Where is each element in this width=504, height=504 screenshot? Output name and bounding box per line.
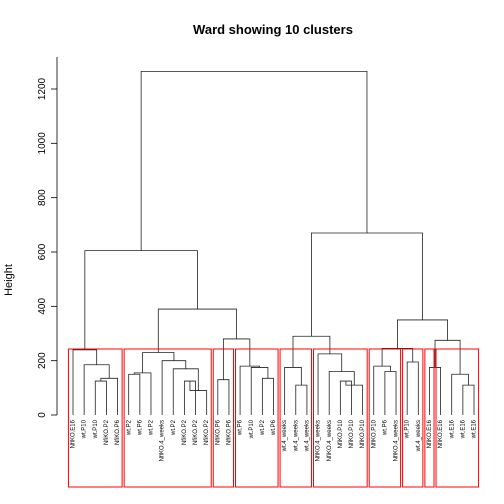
dendrogram-link: [161, 360, 187, 415]
dendrogram-link: [311, 232, 423, 337]
dendrogram-link: [451, 373, 469, 415]
leaf-label: wt.P2: [260, 419, 266, 436]
leaf-labels: NfiKO.E16 wt.P10 wt.P10 NfiKO.P2 NfiKO.P6 wt.…: [71, 419, 478, 461]
dendrogram-link: [462, 384, 475, 415]
leaf-label: NfiKO.P2: [104, 419, 110, 445]
cluster-box: [424, 348, 435, 488]
dendrogram-link: [317, 353, 343, 415]
dendrogram-link: [397, 319, 448, 349]
leaf-label: NfiKO.P2: [182, 419, 188, 445]
dendrogram-links: [72, 70, 475, 415]
cluster-box: [312, 348, 368, 488]
dendrogram-link: [133, 372, 152, 415]
dendrogram-link: [434, 339, 461, 375]
leaf-label: wt.P2: [171, 419, 177, 436]
dendrogram-link: [292, 335, 331, 368]
dendrogram-link: [157, 308, 238, 353]
cluster-box: [212, 348, 235, 488]
leaf-label: wt.P6: [137, 419, 143, 436]
cluster-box: [123, 348, 212, 488]
leaf-label: wt.4_weeks: [304, 420, 310, 452]
leaf-label: NfiKO.P10: [371, 419, 377, 448]
leaf-label: NfiKO.P2: [193, 419, 199, 445]
y-tick-label: 400: [37, 298, 48, 315]
leaf-label: NfiKO.P6: [227, 419, 233, 445]
leaf-label: NfiKO.E16: [427, 419, 433, 448]
leaf-label: NfiKO.P10: [360, 419, 366, 448]
dendrogram-link: [339, 380, 352, 415]
y-ticks: 0 200 400 600 800 1000 1200: [37, 77, 57, 418]
leaf-label: wt.E16: [472, 419, 478, 439]
leaf-label: wt.P2: [149, 419, 155, 436]
dendrogram-link: [142, 352, 175, 373]
leaf-label: wt.E16: [460, 419, 466, 439]
chart-title: Ward showing 10 clusters: [193, 22, 353, 37]
y-tick-label: 1200: [37, 77, 48, 100]
leaf-label: NfiKO.P10: [349, 419, 355, 448]
cluster-box: [402, 348, 424, 488]
dendrogram-link: [239, 365, 260, 415]
y-tick-label: 600: [37, 243, 48, 260]
y-tick-label: 0: [37, 412, 48, 418]
dendrogram-link: [83, 364, 110, 415]
leaf-label: NfiKO.4_weeks: [394, 420, 400, 461]
dendrogram-link: [328, 371, 355, 415]
dendrogram-link: [373, 365, 391, 415]
leaf-label: NfiKO.E16: [438, 419, 444, 448]
leaf-label: wt.P10: [93, 419, 99, 439]
leaf-label: NfiKO.P6: [115, 419, 121, 445]
leaf-label: wt.4_weeks: [282, 420, 288, 452]
dendrogram-link: [84, 250, 198, 350]
leaf-label: NfiKO.4_weeks: [327, 420, 333, 461]
leaf-label: wt.P10: [82, 419, 88, 439]
y-tick-label: 200: [37, 352, 48, 369]
leaf-label: NfiKO.4_weeks: [316, 420, 322, 461]
leaf-label: wt.P2: [126, 419, 132, 436]
dendrogram-link: [128, 373, 141, 415]
leaf-label: NfiKO.P6: [215, 419, 221, 445]
dendrogram-link: [94, 380, 107, 415]
leaf-label: wt.E16: [449, 419, 455, 439]
dendrogram-link: [172, 368, 199, 415]
leaf-label: wt.P6: [382, 419, 388, 436]
leaf-label: NfiKO.P2: [204, 419, 210, 445]
cluster-box: [235, 348, 279, 488]
cluster-boxes: [67, 348, 480, 488]
cluster-box: [368, 348, 402, 488]
leaf-label: wt.P6: [271, 419, 277, 436]
cluster-box: [435, 348, 480, 488]
dendrogram-link: [100, 377, 118, 415]
dendrogram-link: [217, 379, 230, 415]
dendrogram-link: [345, 381, 364, 415]
dendrogram-link: [250, 367, 269, 415]
leaf-label: wt.P6: [238, 419, 244, 436]
dendrogram-link: [381, 348, 414, 367]
dendrogram-link: [295, 384, 308, 415]
leaf-label: wt.P10: [249, 419, 255, 439]
dendrogram-link: [429, 367, 441, 415]
dendrogram-link: [406, 361, 419, 415]
leaf-label: wt.4_weeks: [293, 420, 299, 452]
dendrogram-link: [72, 349, 98, 415]
leaf-label: wt.P10: [405, 419, 411, 439]
leaf-label: wt.4_weeks: [416, 420, 422, 452]
dendrogram-link: [140, 70, 368, 251]
dendrogram-link: [384, 371, 397, 415]
cluster-box: [67, 348, 123, 488]
y-axis-label: Height: [3, 264, 15, 296]
leaf-label: NfiKO.P10: [338, 419, 344, 448]
leaf-label: NfiKO.4_weeks: [160, 420, 166, 461]
leaf-label: NfiKO.E16: [71, 419, 77, 448]
dendrogram-link: [261, 377, 274, 415]
y-tick-label: 800: [37, 189, 48, 206]
dendrogram-link: [222, 338, 251, 380]
cluster-box: [279, 348, 312, 488]
y-tick-label: 1000: [37, 132, 48, 155]
dendrogram-link: [284, 367, 302, 415]
